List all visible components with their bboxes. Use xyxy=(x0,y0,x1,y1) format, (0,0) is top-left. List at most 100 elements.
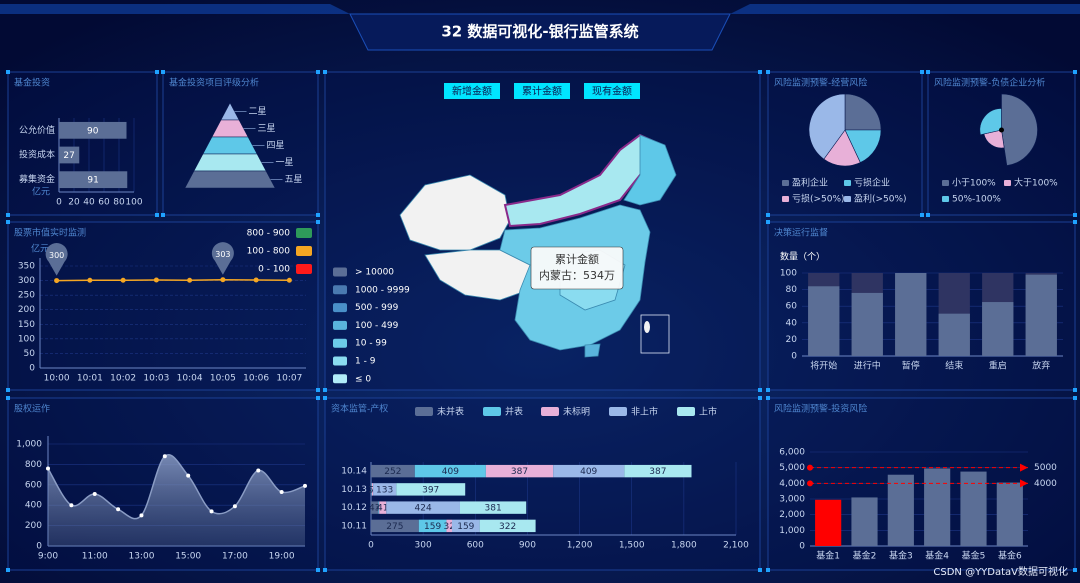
bar-label: 133 xyxy=(376,485,393,495)
tab-button[interactable] xyxy=(584,83,640,99)
point xyxy=(232,504,237,509)
x-tick-label: 结束 xyxy=(945,360,963,372)
legend-label: 未标明 xyxy=(563,406,590,418)
bar xyxy=(924,468,951,546)
panel-corner xyxy=(6,568,10,572)
point xyxy=(162,454,167,459)
x-tick-label: 0 xyxy=(56,198,62,208)
axis-title: 数量（个） xyxy=(780,251,825,263)
mark-point-label: 303 xyxy=(215,250,230,259)
legend-swatch xyxy=(844,180,851,186)
point xyxy=(116,507,121,512)
x-tick-label: 10:07 xyxy=(276,374,302,384)
header-deco xyxy=(0,4,350,14)
panel-corner xyxy=(6,213,10,217)
legend-swatch xyxy=(483,407,501,416)
panel-corner xyxy=(758,396,762,400)
panel-corner xyxy=(161,213,165,217)
legend-swatch xyxy=(296,228,312,238)
mark-line-arrow xyxy=(1020,479,1028,488)
y-tick-label: 50 xyxy=(24,349,36,359)
point xyxy=(153,277,159,283)
bar xyxy=(851,292,883,356)
panel-title: 风险监测预警-负债企业分析 xyxy=(934,77,1045,89)
panel-corner xyxy=(1073,568,1077,572)
x-tick-label: 基金2 xyxy=(853,550,877,562)
y-tick-label: 20 xyxy=(786,335,798,345)
funnel-label: 一星 xyxy=(276,157,294,168)
mark-line-label: 4000 xyxy=(1034,479,1057,489)
legend-label: 上市 xyxy=(699,406,717,418)
legend-swatch xyxy=(415,407,433,416)
panel-corner xyxy=(766,70,770,74)
x-tick-label: 60 xyxy=(98,198,110,208)
bar-label: 3 xyxy=(369,485,375,495)
tooltip xyxy=(530,246,624,290)
legend-label: 并表 xyxy=(505,406,523,418)
bar-label: 27 xyxy=(63,151,74,161)
x-tick-label: 基金3 xyxy=(889,550,913,562)
page-title: 32 数据可视化-银行监管系统 xyxy=(441,23,638,41)
y-tick-label: 80 xyxy=(786,285,798,295)
panel-title: 基金投资 xyxy=(14,77,50,89)
bar xyxy=(414,464,486,478)
tab-button[interactable] xyxy=(514,83,570,99)
tab-button-label: 新增金额 xyxy=(452,85,492,98)
line-series xyxy=(56,278,290,282)
panel-corner xyxy=(1073,220,1077,224)
y-tick-label: 800 xyxy=(25,460,42,470)
x-tick-label: 9:00 xyxy=(38,552,58,562)
point xyxy=(120,277,126,283)
panel-title: 资本监管-产权 xyxy=(331,403,388,415)
tab-button[interactable] xyxy=(444,83,500,99)
bar xyxy=(371,519,419,533)
map-region xyxy=(399,174,511,251)
point xyxy=(69,503,74,508)
x-tick-label: 10:05 xyxy=(210,374,236,384)
legend-label: 非上市 xyxy=(631,406,658,418)
x-tick-label: 2,100 xyxy=(723,541,749,551)
legend-label: > 10000 xyxy=(355,268,394,278)
pie-slice xyxy=(979,108,1002,136)
legend-label: 100 - 499 xyxy=(355,321,399,331)
y-tick-label: 6,000 xyxy=(779,448,805,458)
bar-label: 252 xyxy=(384,467,401,477)
panel-title: 风险监测预警-投资风险 xyxy=(774,403,867,415)
point xyxy=(186,473,191,478)
legend-label: 800 - 900 xyxy=(247,229,291,239)
mark-line-start xyxy=(807,464,813,471)
bar-label: 159 xyxy=(457,522,474,532)
legend-label: 盈利(>50%) xyxy=(854,193,907,205)
legend-swatch xyxy=(333,374,347,384)
x-tick-label: 11:00 xyxy=(82,552,108,562)
x-tick-label: 10:03 xyxy=(143,374,169,384)
x-tick-label: 10:00 xyxy=(44,374,70,384)
legend-swatch xyxy=(296,264,312,274)
bar-label: 4 xyxy=(376,504,382,514)
bar xyxy=(815,499,842,546)
bar xyxy=(378,501,380,514)
bar-label: 43 xyxy=(369,504,380,514)
panel xyxy=(767,397,1076,571)
bar-label: 409 xyxy=(580,467,597,477)
panel-corner xyxy=(1073,396,1077,400)
y-tick-label: 100 xyxy=(780,269,797,279)
y-tick-label: 3,000 xyxy=(779,495,805,505)
point xyxy=(187,277,193,283)
header-deco xyxy=(730,4,1080,14)
bar xyxy=(982,302,1014,356)
x-tick-label: 19:00 xyxy=(269,552,295,562)
panel-corner xyxy=(316,70,320,74)
bar-label: 387 xyxy=(649,467,666,477)
map-region xyxy=(644,321,650,333)
x-tick-label: 13:00 xyxy=(128,552,154,562)
legend-swatch xyxy=(541,407,559,416)
point xyxy=(303,483,307,488)
panel-corner xyxy=(758,70,762,74)
bar-label: 409 xyxy=(442,467,459,477)
x-tick-label: 40 xyxy=(83,198,95,208)
bar-label: 322 xyxy=(499,522,516,532)
panel-corner xyxy=(323,568,327,572)
pie-slice xyxy=(844,93,882,131)
point xyxy=(286,277,292,283)
